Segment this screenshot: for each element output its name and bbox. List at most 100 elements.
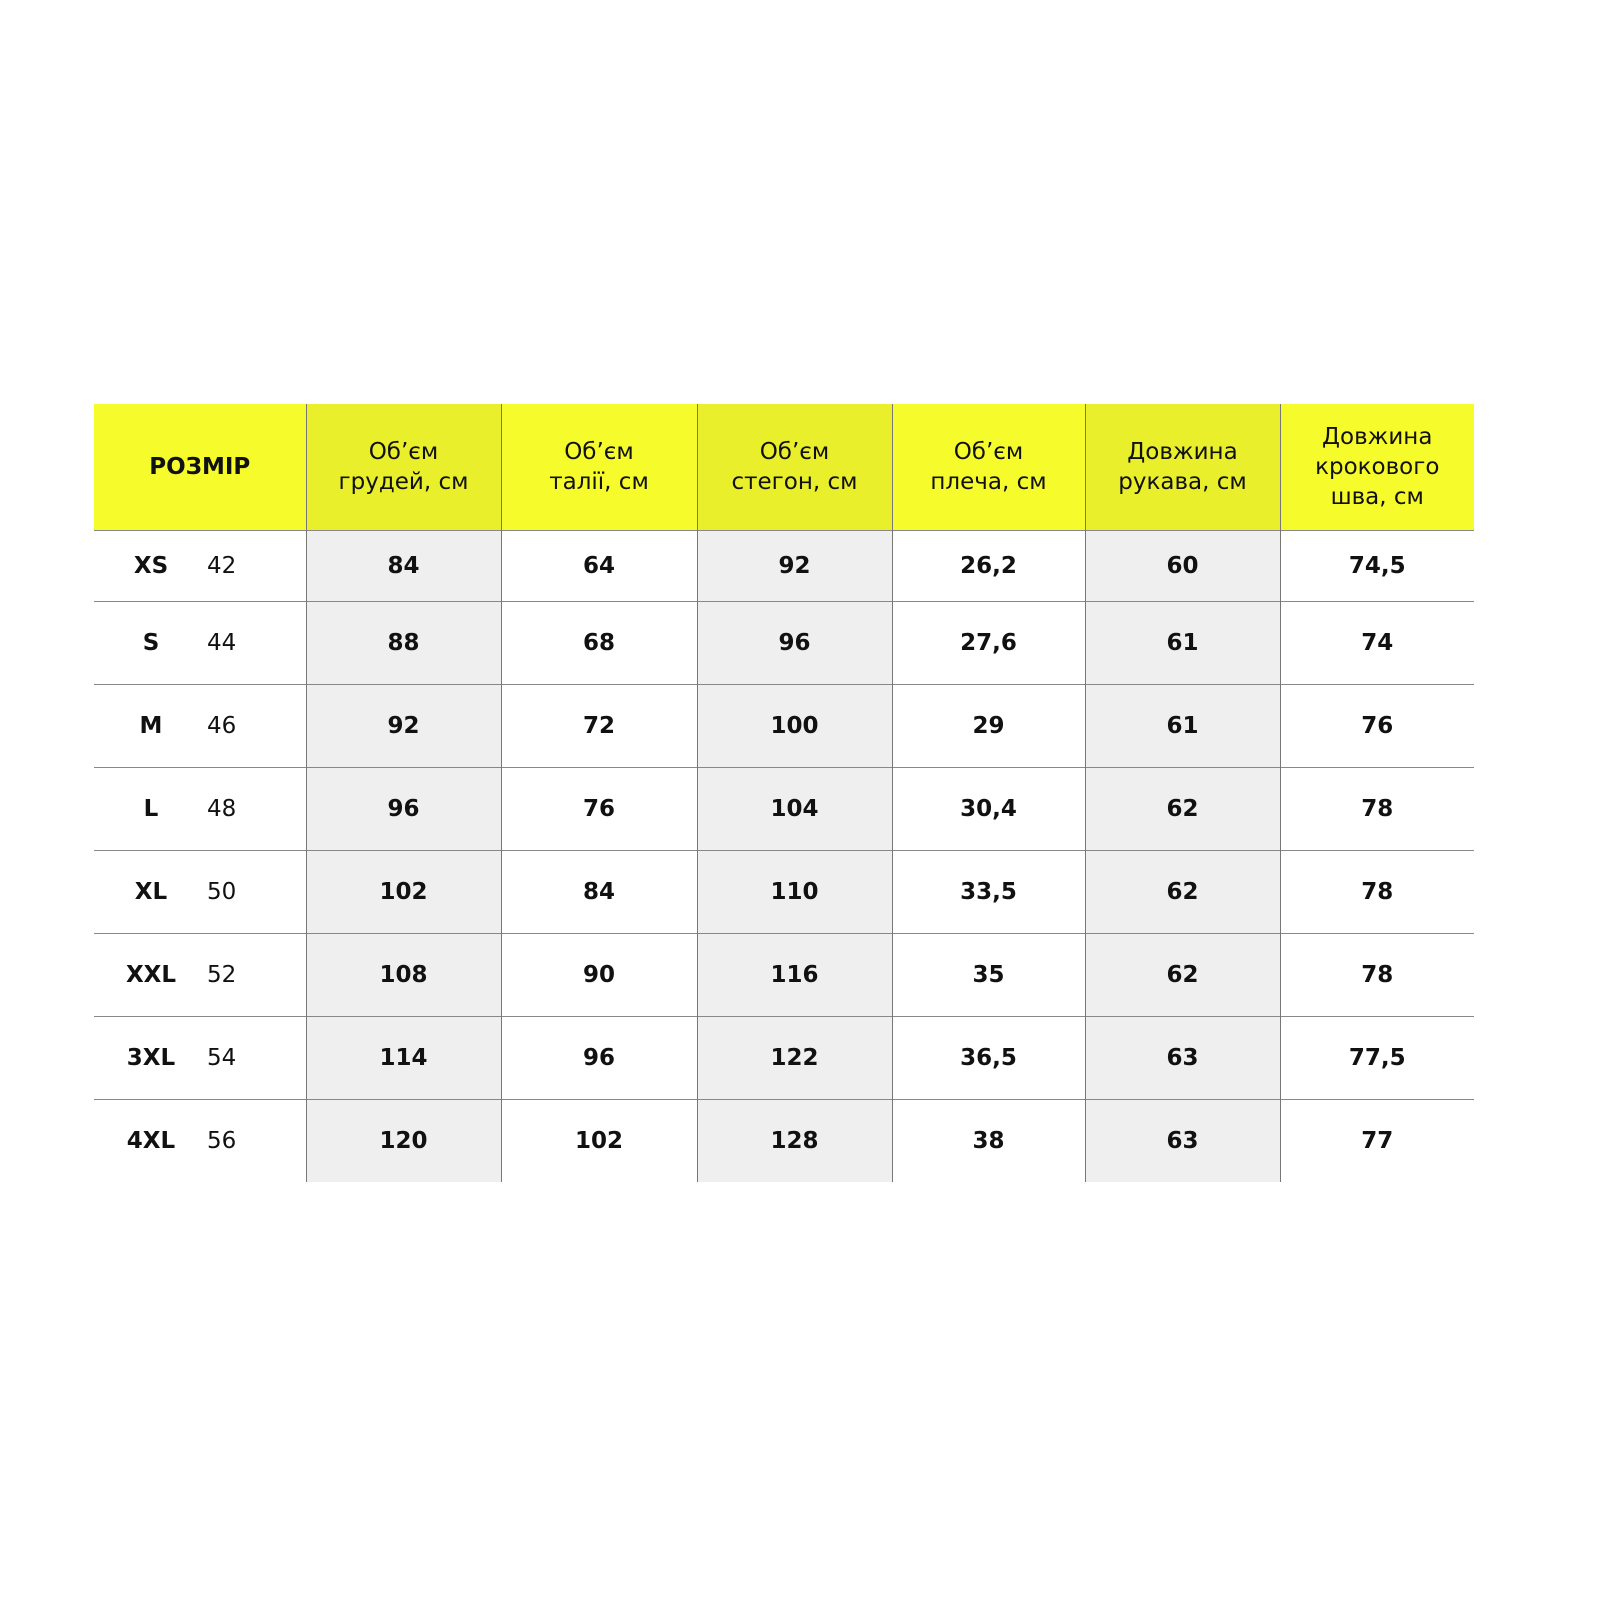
header-line: Довжина [1127, 439, 1238, 465]
column-header: Довжина крокового шва, см [1279, 404, 1474, 531]
size-cell: 4XL 56 [94, 1099, 306, 1182]
header-line: шва, см [1330, 484, 1424, 510]
header-line: Об’єм [564, 439, 634, 465]
size-number: 48 [207, 796, 237, 822]
measurement-cell: 102 [305, 850, 501, 934]
size-cell: L 48 [94, 767, 306, 851]
measurement-cell: 96 [500, 1016, 697, 1100]
size-cell: XXL 52 [94, 933, 306, 1017]
table-row: L 48 96 76 104 30,4 62 78 [94, 767, 1474, 851]
size-number: 46 [207, 713, 237, 739]
measurement-cell: 72 [500, 684, 697, 768]
measurement-cell: 92 [305, 684, 501, 768]
measurement-cell: 110 [696, 850, 892, 934]
measurement-cell: 30,4 [891, 767, 1085, 851]
measurement-cell: 114 [305, 1016, 501, 1100]
measurement-cell: 120 [305, 1099, 501, 1182]
measurement-cell: 63 [1084, 1099, 1280, 1182]
measurement-cell: 78 [1279, 850, 1474, 934]
column-header: Об’єм талії, см [500, 404, 697, 531]
measurement-cell: 96 [696, 601, 892, 685]
measurement-cell: 62 [1084, 850, 1280, 934]
measurement-cell: 77,5 [1279, 1016, 1474, 1100]
header-line: Об’єм [368, 439, 439, 465]
measurement-cell: 84 [500, 850, 697, 934]
size-cell: XL 50 [94, 850, 306, 934]
measurement-cell: 92 [696, 530, 892, 602]
measurement-cell: 63 [1084, 1016, 1280, 1100]
measurement-cell: 38 [891, 1099, 1085, 1182]
measurement-cell: 35 [891, 933, 1085, 1017]
size-number: 44 [207, 630, 237, 656]
header-line: талії, см [549, 469, 649, 495]
size-number: 50 [207, 879, 237, 905]
header-line: Об’єм [759, 439, 830, 465]
size-label: S [142, 630, 160, 656]
measurement-cell: 61 [1084, 601, 1280, 685]
table-row: S 44 88 68 96 27,6 61 74 [94, 601, 1474, 685]
header-line: рукава, см [1118, 469, 1247, 495]
column-header: Об’єм плеча, см [891, 404, 1085, 531]
measurement-cell: 62 [1084, 767, 1280, 851]
measurement-cell: 78 [1279, 767, 1474, 851]
header-line: плеча, см [930, 469, 1047, 495]
column-header: Об’єм грудей, см [305, 404, 501, 531]
size-cell: S 44 [94, 601, 306, 685]
measurement-cell: 108 [305, 933, 501, 1017]
measurement-cell: 78 [1279, 933, 1474, 1017]
table-row: M 46 92 72 100 29 61 76 [94, 684, 1474, 768]
size-cell: 3XL 54 [94, 1016, 306, 1100]
measurement-cell: 74,5 [1279, 530, 1474, 602]
measurement-cell: 84 [305, 530, 501, 602]
size-cell: XS 42 [94, 530, 306, 602]
measurement-cell: 62 [1084, 933, 1280, 1017]
measurement-cell: 77 [1279, 1099, 1474, 1182]
measurement-cell: 29 [891, 684, 1085, 768]
measurement-cell: 36,5 [891, 1016, 1085, 1100]
measurement-cell: 76 [1279, 684, 1474, 768]
table-row: XS 42 84 64 92 26,2 60 74,5 [94, 530, 1474, 602]
measurement-cell: 88 [305, 601, 501, 685]
column-header: Об’єм стегон, см [696, 404, 892, 531]
measurement-cell: 76 [500, 767, 697, 851]
measurement-cell: 102 [500, 1099, 697, 1182]
measurement-cell: 128 [696, 1099, 892, 1182]
measurement-cell: 122 [696, 1016, 892, 1100]
measurement-cell: 64 [500, 530, 697, 602]
size-label: XS [133, 553, 169, 579]
header-line: Об’єм [953, 439, 1024, 465]
size-label: M [139, 713, 163, 739]
size-cell: M 46 [94, 684, 306, 768]
measurement-cell: 74 [1279, 601, 1474, 685]
size-number: 54 [207, 1045, 237, 1071]
size-chart-table: РОЗМІР Об’єм грудей, см Об’єм талії, см Об’єм… [94, 404, 1474, 1182]
measurement-cell: 90 [500, 933, 697, 1017]
header-line: Довжина [1322, 424, 1433, 450]
header-line: РОЗМІР [149, 454, 251, 480]
table-row: XL 50 102 84 110 33,5 62 78 [94, 850, 1474, 934]
measurement-cell: 27,6 [891, 601, 1085, 685]
measurement-cell: 60 [1084, 530, 1280, 602]
header-row: РОЗМІР Об’єм грудей, см Об’єм талії, см Об’єм… [94, 404, 1474, 531]
header-line: крокового [1315, 454, 1440, 480]
measurement-cell: 100 [696, 684, 892, 768]
size-label: 3XL [126, 1045, 176, 1071]
measurement-cell: 116 [696, 933, 892, 1017]
header-line: грудей, см [338, 469, 469, 495]
column-header: Довжина рукава, см [1084, 404, 1280, 531]
measurement-cell: 96 [305, 767, 501, 851]
size-number: 56 [207, 1128, 237, 1154]
table-row: XXL 52 108 90 116 35 62 78 [94, 933, 1474, 1017]
column-header: РОЗМІР [94, 404, 306, 531]
measurement-cell: 104 [696, 767, 892, 851]
measurement-cell: 26,2 [891, 530, 1085, 602]
size-number: 52 [207, 962, 237, 988]
size-number: 42 [207, 553, 237, 579]
header-line: стегон, см [731, 469, 858, 495]
size-label: L [143, 796, 159, 822]
size-label: XXL [125, 962, 177, 988]
measurement-cell: 61 [1084, 684, 1280, 768]
size-label: 4XL [126, 1128, 176, 1154]
table-row: 3XL 54 114 96 122 36,5 63 77,5 [94, 1016, 1474, 1100]
measurement-cell: 68 [500, 601, 697, 685]
